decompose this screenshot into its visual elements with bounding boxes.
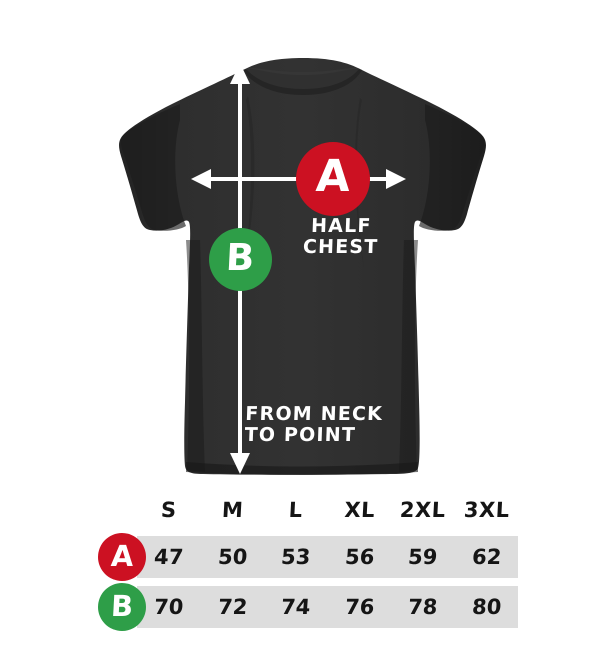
table-row-a: A 47 50 53 56 59 62 (98, 533, 518, 581)
size-header-xl: XL (343, 498, 376, 522)
tshirt-sleeve-right-shade (419, 104, 484, 231)
size-header-l: L (288, 498, 304, 522)
tshirt-collar-highlight (246, 68, 359, 89)
tshirt-hem-shadow (186, 462, 418, 475)
table-row-a-values: 47 50 53 56 59 62 (137, 536, 518, 578)
size-table-grid: S M L XL 2XL 3XL A 47 50 53 56 59 62 (98, 492, 518, 631)
marker-badge-b-letter: B (225, 236, 256, 279)
neck-to-point-label-line1: FROM NECK (245, 403, 384, 425)
neck-to-point-label-line2: TO POINT (244, 424, 357, 447)
cell-b-m: 72 (216, 595, 248, 619)
tshirt-sleeve-left-shade (121, 104, 186, 231)
tshirt-shape (119, 58, 486, 475)
size-header-s: S (160, 498, 178, 522)
tshirt-fold-1 (244, 96, 255, 268)
size-header-m: M (220, 498, 244, 522)
size-table-header-row: S M L XL 2XL 3XL (98, 492, 518, 528)
cell-a-m: 50 (216, 545, 248, 569)
size-header-2xl: 2XL (399, 498, 447, 522)
cell-a-l: 53 (280, 545, 312, 569)
cell-a-3xl: 62 (470, 545, 502, 569)
half-chest-label: HALF CHEST (285, 215, 396, 259)
marker-badge-b: B (209, 228, 272, 291)
row-badge-b-letter: B (110, 588, 134, 623)
neck-point-arrow-head-bottom (230, 453, 250, 474)
row-badge-a: A (98, 533, 146, 581)
row-badge-a-letter: A (109, 538, 135, 573)
row-badge-b: B (98, 583, 146, 631)
tshirt-side-shadow-right (399, 240, 418, 472)
neck-point-arrow-head-top (230, 63, 250, 84)
cell-a-xl: 56 (343, 545, 375, 569)
tshirt-illustration: A HALF CHEST B FROM NECK TO POINT (119, 58, 486, 475)
marker-badge-a-letter: A (314, 151, 352, 202)
half-chest-label-line1: HALF (310, 215, 373, 237)
table-row-b: B 70 72 74 76 78 80 (98, 583, 518, 631)
tshirt-fold-2 (355, 98, 364, 268)
half-chest-arrow-head-left (191, 169, 211, 189)
cell-b-xl: 76 (343, 595, 375, 619)
cell-b-l: 74 (280, 595, 312, 619)
cell-a-2xl: 59 (407, 545, 439, 569)
tshirt-side-shadow-left (186, 240, 205, 472)
marker-badge-a: A (296, 142, 370, 216)
neck-to-point-label: FROM NECK TO POINT (244, 403, 385, 447)
table-row-b-values: 70 72 74 76 78 80 (137, 586, 518, 628)
size-header-3xl: 3XL (462, 498, 510, 522)
half-chest-label-line2: CHEST (302, 236, 379, 259)
cell-b-2xl: 78 (407, 595, 439, 619)
cell-b-3xl: 80 (470, 595, 502, 619)
size-table: S M L XL 2XL 3XL A 47 50 53 56 59 62 (0, 492, 605, 662)
tshirt-body-path (119, 58, 486, 475)
half-chest-arrow-head-right (386, 169, 406, 189)
